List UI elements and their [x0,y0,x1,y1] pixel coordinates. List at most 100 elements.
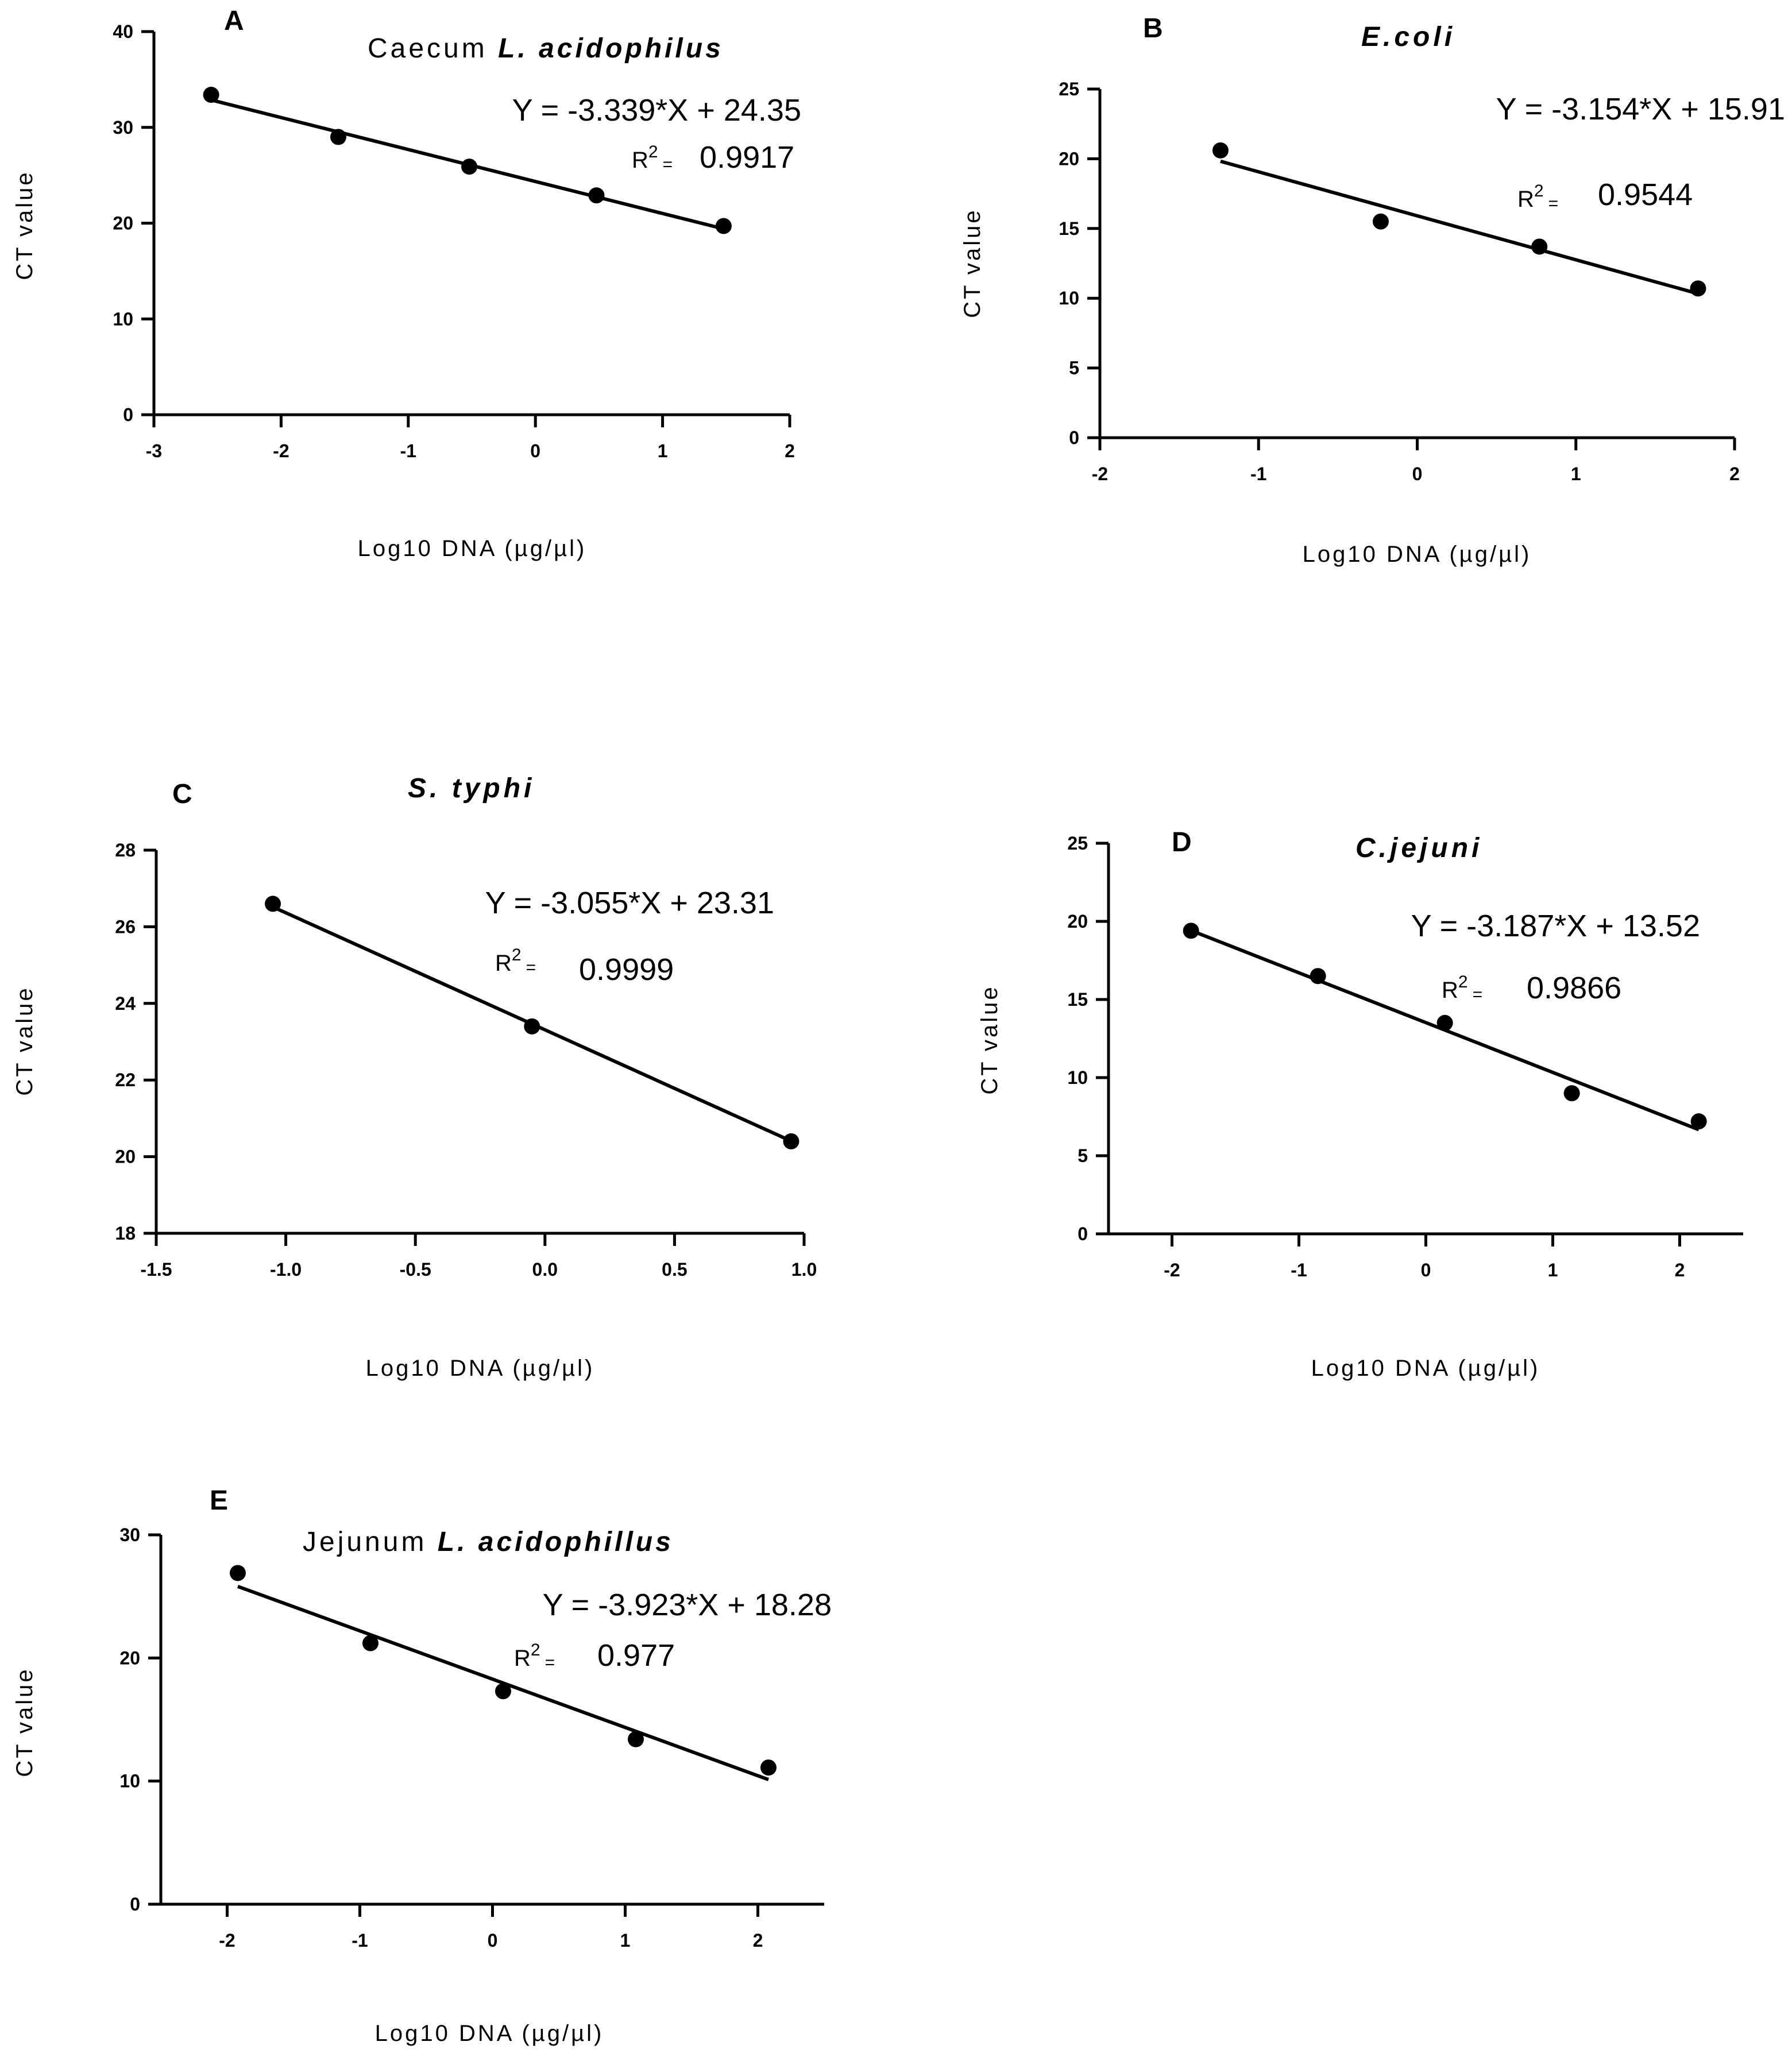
r-squared-label: R2= [1517,182,1558,213]
r-squared-value: 0.9917 [700,140,794,175]
y-tick-label: 5 [1069,358,1079,379]
x-tick-label: 2 [1675,1260,1685,1280]
y-tick-label: 26 [115,916,136,937]
x-axis-label: Log10 DNA (µg/µl) [375,2021,604,2046]
chart-title-italic: E.coli [1361,22,1455,52]
data-point [229,1565,246,1581]
data-point [203,87,219,103]
r-squared-equals: = [663,155,673,174]
chart-panel-a: 0 10 20 30 40 -3 -2 -1 0 1 2 CT value Log10 DNA (µg/… [12,6,801,561]
r-squared-superscript: 2 [1458,972,1468,991]
data-point [1212,142,1229,159]
r-squared-value: 0.9866 [1527,971,1621,1005]
x-tick-label: -1.5 [140,1259,172,1280]
data-point [588,187,605,204]
y-tick-label: 10 [119,1771,140,1792]
chart-panel-b: 0 5 10 15 20 25 -2 -1 0 1 2 CT value Log10 DNA (µg/µ… [960,13,1785,567]
y-axis-label: CT value [977,985,1002,1094]
regression-line [1220,159,1699,296]
x-axis-label: Log10 DNA (µg/µl) [358,536,587,561]
r-squared-r: R [632,148,648,173]
r-squared-label: R2= [495,945,536,977]
x-axis-label: Log10 DNA (µg/µl) [1311,1356,1540,1381]
data-point [1372,213,1389,230]
r-squared-r: R [514,1646,531,1671]
x-tick-label: 2 [753,1930,763,1951]
data-point [461,159,478,175]
y-tick-label: 20 [119,1647,140,1668]
chart-title: Jejunum L. acidophillus [303,1527,674,1557]
x-tick-label: 1.0 [791,1259,817,1280]
y-tick-label: 28 [115,840,136,860]
regression-equation: Y = -3.055*X + 23.31 [485,886,774,920]
data-point [524,1018,540,1035]
chart-title: S. typhi [408,773,535,804]
x-tick-label: 1 [620,1930,631,1951]
r-squared-equals: = [545,1653,555,1672]
r-squared-equals: = [1548,194,1559,213]
x-tick-label: -0.5 [400,1259,431,1280]
y-tick-label: 0 [123,404,133,425]
r-squared-superscript: 2 [1534,182,1544,200]
y-tick-label: 25 [1067,833,1088,854]
r-squared-label: R2= [1442,972,1482,1004]
data-point [1563,1085,1580,1102]
chart-panel-c: 18 20 22 24 26 28 -1.5 -1.0 -0.5 0.0 0.5 1.0 CT valu… [12,773,817,1381]
regression-line [237,1584,770,1781]
panel-letter: C [172,779,192,809]
y-axis-label: CT value [12,1667,37,1777]
x-tick-label: -1 [400,441,416,461]
x-tick-label: 0 [1421,1260,1431,1280]
y-tick-label: 0 [130,1894,140,1915]
x-tick-label: 2 [1729,464,1740,484]
chart-title: C.jejuni [1355,833,1482,863]
y-tick-label: 24 [115,993,136,1014]
y-tick-label: 10 [113,308,133,329]
panel-letter: B [1143,13,1163,44]
chart-title-italic: L. acidophillus [438,1527,674,1557]
x-tick-label: -3 [146,441,162,461]
x-tick-label: -1 [352,1930,368,1951]
data-point [495,1683,511,1700]
y-tick-label: 18 [115,1223,136,1244]
y-tick-label: 10 [1067,1067,1088,1088]
x-tick-label: 0.0 [532,1259,558,1280]
x-tick-label: -1.0 [270,1259,302,1280]
y-tick-label: 10 [1059,288,1079,308]
y-axis-label: CT value [12,170,37,280]
x-tick-label: 0.5 [662,1259,687,1280]
r-squared-r: R [495,951,512,976]
y-tick-label: 0 [1069,427,1079,448]
data-point [1531,238,1548,255]
r-squared-value: 0.977 [597,1638,675,1673]
x-tick-label: -1 [1250,464,1266,484]
chart-title-plain: Caecum [368,33,498,64]
data-point [715,218,732,234]
r-squared-r: R [1517,187,1534,212]
r-squared-superscript: 2 [531,1641,540,1660]
data-point [1310,968,1326,985]
data-point [330,129,347,145]
chart-title-italic: S. typhi [408,773,535,804]
x-tick-label: 1 [1571,464,1581,484]
chart-title-italic: L. acidophilus [498,33,724,64]
chart-title: E.coli [1361,22,1455,52]
x-tick-label: 2 [785,441,795,461]
panel-letter: A [224,6,244,36]
y-tick-label: 0 [1077,1224,1088,1244]
r-squared-equals: = [526,958,536,977]
chart-title-italic: C.jejuni [1355,833,1482,863]
data-point [760,1759,777,1776]
regression-equation: Y = -3.187*X + 13.52 [1411,909,1700,943]
r-squared-equals: = [1473,985,1483,1004]
data-point [783,1133,800,1149]
data-point [627,1731,644,1747]
x-tick-label: -2 [219,1930,235,1951]
x-tick-label: 1 [1548,1260,1558,1280]
r-squared-value: 0.9544 [1598,177,1693,212]
x-tick-label: 0 [488,1930,498,1951]
regression-equation: Y = -3.339*X + 24.35 [512,93,801,128]
chart-title-plain: Jejunum [303,1527,438,1557]
y-tick-label: 22 [115,1070,136,1090]
